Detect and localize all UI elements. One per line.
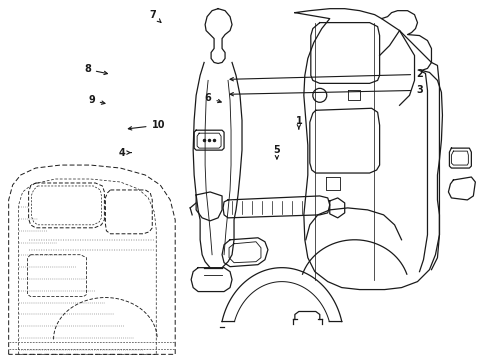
Text: 3: 3 [230,85,423,96]
Text: 9: 9 [88,95,105,105]
Text: 1: 1 [295,116,302,129]
Text: 5: 5 [273,145,280,159]
Text: 2: 2 [230,69,423,81]
Text: 7: 7 [149,10,161,22]
Text: 6: 6 [205,93,221,103]
Text: 10: 10 [128,120,165,130]
Text: 8: 8 [84,64,107,75]
Text: 4: 4 [119,148,131,158]
